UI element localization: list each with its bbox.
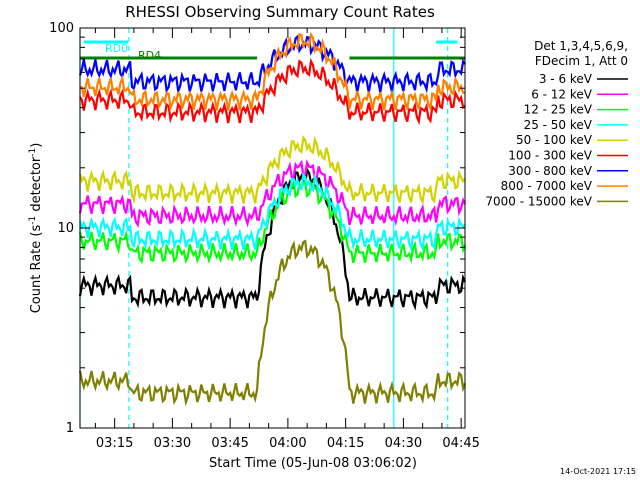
legend: Det 1,3,4,5,6,9, FDecim 1, Att 0 3 - 6 k… [485, 39, 628, 208]
series-line-9 [78, 239, 467, 407]
legend-label-9: 7000 - 15000 keV [485, 194, 592, 208]
x-tick-label: 04:15 [327, 436, 364, 451]
generation-timestamp: 14-Oct-2021 17:15 [560, 467, 636, 476]
x-tick-label: 04:00 [269, 436, 306, 451]
plot-area: RD0 RD4 [78, 28, 467, 428]
legend-header-line-2: FDecim 1, Att 0 [535, 54, 628, 68]
x-tick-label: 04:45 [442, 436, 479, 451]
series-line-4 [78, 171, 466, 253]
x-tick-label: 03:30 [154, 436, 191, 451]
y-tick-label-1: 1 [66, 421, 74, 436]
legend-label-1: 3 - 6 keV [539, 72, 593, 86]
series-line-6 [79, 57, 466, 126]
legend-label-3: 12 - 25 keV [524, 103, 593, 117]
x-tick-label: 03:15 [96, 436, 133, 451]
y-tick-label-100: 100 [49, 21, 74, 36]
series-line-1 [78, 166, 467, 311]
x-tick-label: 04:30 [385, 436, 422, 451]
series-line-8 [79, 31, 466, 113]
legend-header-line-1: Det 1,3,4,5,6,9, [534, 39, 628, 53]
chart-title: RHESSI Observing Summary Count Rates [125, 3, 435, 21]
series-line-3 [78, 179, 467, 265]
series-line-2 [78, 159, 466, 228]
flag-label-rd4: RD4 [138, 49, 161, 62]
flag-label-rd0: RD0 [105, 42, 128, 55]
axes: 1 10 100 03:15 03:30 03:45 04:00 04:15 04:30 04:4… [49, 21, 480, 451]
legend-label-5: 50 - 100 keV [516, 133, 593, 147]
y-axis-label: Count Rate (s-1 detector-1) [28, 143, 44, 314]
series-line-7 [78, 34, 466, 96]
legend-label-6: 100 - 300 keV [508, 149, 592, 163]
x-axis-label: Start Time (05-Jun-08 03:06:02) [209, 456, 417, 471]
legend-label-4: 25 - 50 keV [524, 118, 593, 132]
legend-label-2: 6 - 12 keV [531, 87, 593, 101]
legend-label-8: 800 - 7000 keV [501, 179, 593, 193]
legend-label-7: 300 - 800 keV [508, 164, 592, 178]
plot-frame [79, 27, 466, 429]
x-tick-label: 03:45 [211, 436, 248, 451]
series-line-5 [78, 134, 466, 206]
y-tick-label-10: 10 [57, 221, 74, 236]
